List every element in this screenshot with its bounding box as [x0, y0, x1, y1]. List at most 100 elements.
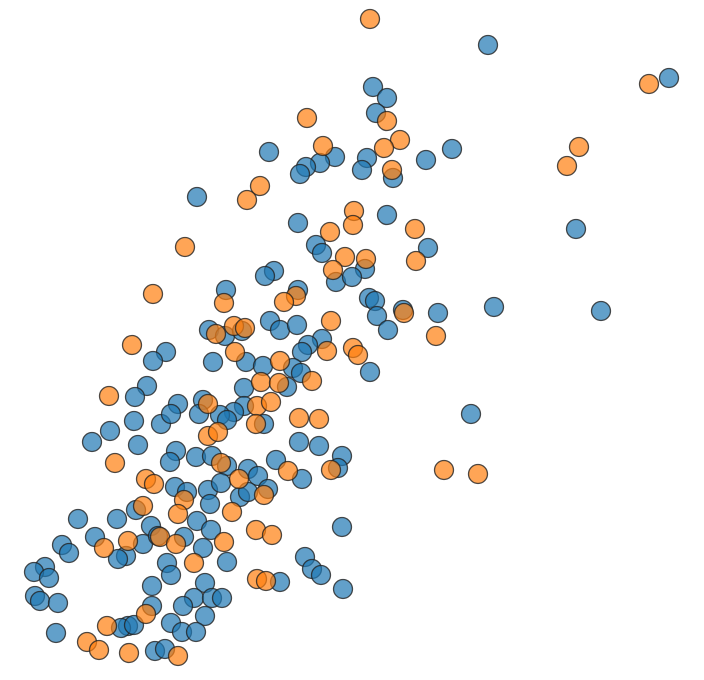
- point: [359, 361, 381, 383]
- point: [312, 135, 334, 157]
- point: [124, 386, 146, 408]
- point: [167, 645, 189, 667]
- point: [117, 530, 139, 552]
- point: [98, 385, 120, 407]
- point: [132, 495, 154, 517]
- point: [441, 138, 463, 160]
- point: [250, 371, 272, 393]
- point: [376, 110, 398, 132]
- point: [194, 605, 216, 627]
- point: [245, 413, 267, 435]
- point: [405, 250, 427, 272]
- point: [207, 421, 229, 443]
- point: [236, 189, 258, 211]
- point: [249, 175, 271, 197]
- point: [118, 642, 140, 664]
- point: [287, 212, 309, 234]
- point: [296, 107, 318, 129]
- point: [389, 129, 411, 151]
- point: [200, 519, 222, 541]
- point: [332, 578, 354, 600]
- point: [106, 508, 128, 530]
- point: [322, 259, 344, 281]
- point: [192, 537, 214, 559]
- point: [104, 452, 126, 474]
- point: [288, 431, 310, 453]
- point: [316, 340, 338, 362]
- point: [288, 407, 310, 429]
- point: [213, 292, 235, 314]
- point: [269, 350, 291, 372]
- point: [319, 221, 341, 243]
- point: [67, 508, 89, 530]
- point: [404, 218, 426, 240]
- point: [268, 372, 290, 394]
- point: [331, 516, 353, 538]
- point: [199, 493, 221, 515]
- point: [286, 314, 308, 336]
- point: [254, 265, 276, 287]
- point: [211, 587, 233, 609]
- point: [221, 501, 243, 523]
- point: [183, 552, 205, 574]
- point: [253, 484, 275, 506]
- point: [273, 291, 295, 313]
- point: [228, 468, 250, 490]
- point: [174, 236, 196, 258]
- point: [210, 472, 232, 494]
- point: [433, 459, 455, 481]
- point: [81, 431, 103, 453]
- point: [107, 548, 129, 570]
- point: [258, 141, 280, 163]
- point: [310, 564, 332, 586]
- point: [291, 341, 313, 363]
- point: [393, 302, 415, 324]
- point: [216, 551, 238, 573]
- point: [590, 300, 612, 322]
- point: [342, 214, 364, 236]
- point: [47, 592, 69, 614]
- point: [127, 434, 149, 456]
- point: [483, 296, 505, 318]
- point: [658, 67, 680, 89]
- point: [141, 575, 163, 597]
- point: [165, 533, 187, 555]
- point: [99, 420, 121, 442]
- point: [202, 351, 224, 373]
- point: [341, 266, 363, 288]
- point: [123, 410, 145, 432]
- point: [172, 595, 194, 617]
- point: [233, 377, 255, 399]
- point: [301, 370, 323, 392]
- point: [159, 451, 181, 473]
- point: [224, 341, 246, 363]
- point: [381, 159, 403, 181]
- point: [425, 325, 447, 347]
- point: [121, 334, 143, 356]
- point: [205, 323, 227, 345]
- point: [556, 155, 578, 177]
- point: [377, 319, 399, 341]
- point: [308, 435, 330, 457]
- point: [376, 87, 398, 109]
- point: [376, 204, 398, 226]
- point: [351, 159, 373, 181]
- point: [38, 567, 60, 589]
- point: [197, 393, 219, 415]
- point: [417, 237, 439, 259]
- point: [142, 283, 164, 305]
- point: [135, 603, 157, 625]
- point: [261, 524, 283, 546]
- point: [362, 76, 384, 98]
- point: [29, 590, 51, 612]
- point: [45, 622, 67, 644]
- point: [355, 248, 377, 270]
- point: [143, 473, 165, 495]
- point: [160, 564, 182, 586]
- point: [234, 317, 256, 339]
- point: [427, 302, 449, 324]
- point: [96, 615, 118, 637]
- point: [167, 503, 189, 525]
